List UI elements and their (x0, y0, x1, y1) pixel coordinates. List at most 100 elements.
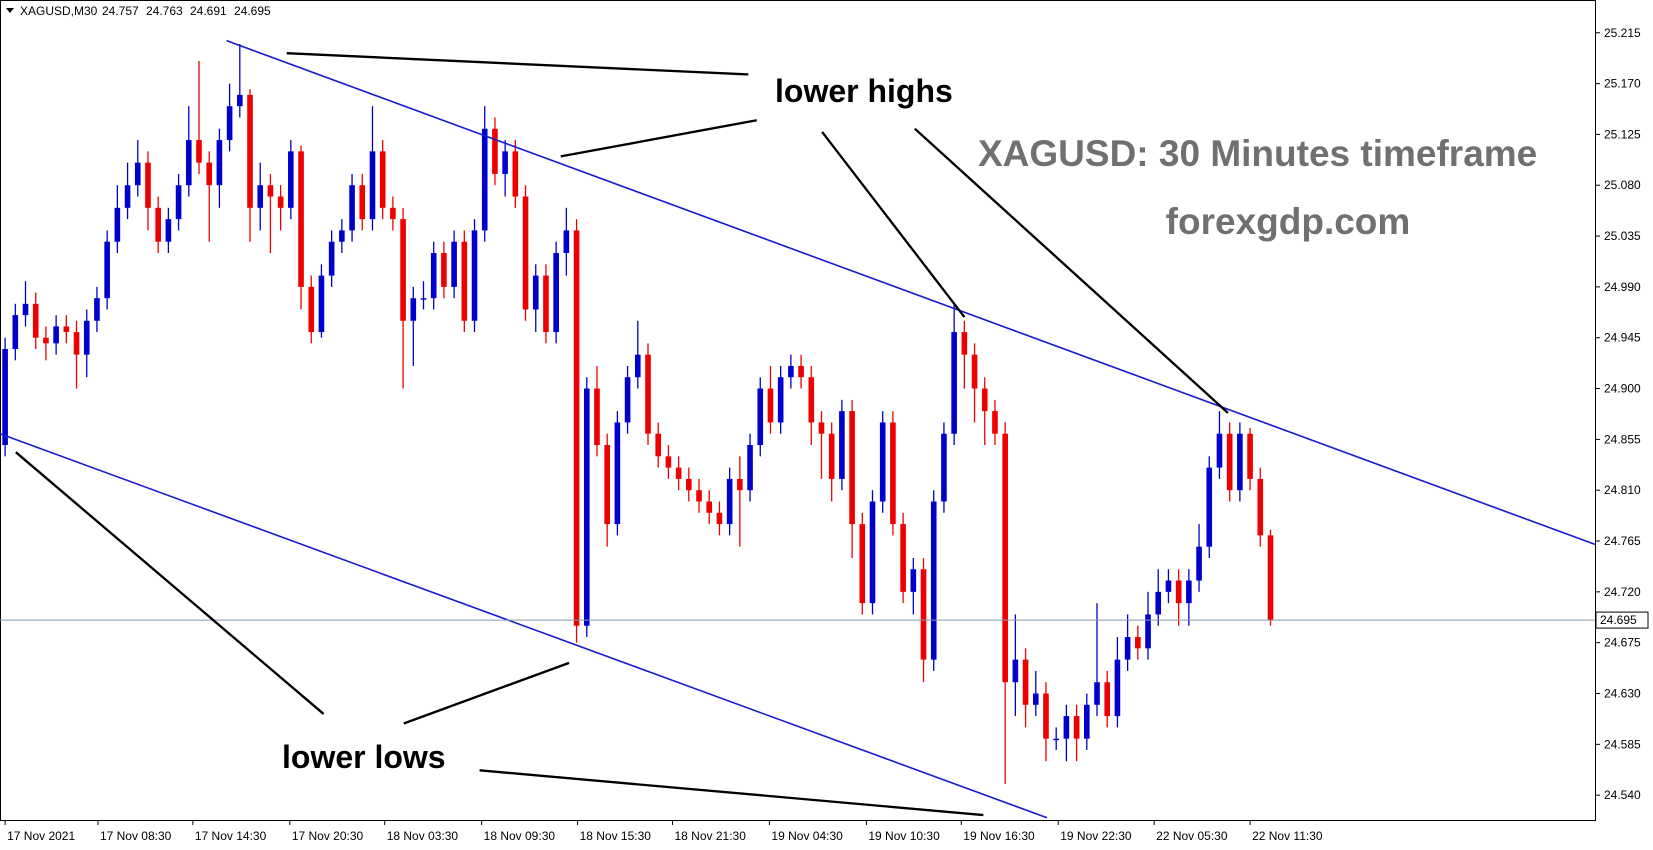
last-price-label: 24.695 (1600, 613, 1637, 627)
symbol: XAGUSD,M30 (20, 4, 98, 18)
candle-body (441, 253, 447, 287)
candle-body (879, 422, 886, 502)
candle-body (328, 241, 335, 276)
watermark-site: forexgdp.com (1166, 201, 1411, 242)
annotation: lower lows (282, 739, 446, 775)
candle-body (1216, 433, 1223, 468)
candle-body (1012, 659, 1019, 683)
candle-body (951, 332, 957, 434)
candle-body (992, 411, 998, 434)
y-tick-label: 24.630 (1604, 686, 1641, 700)
candle-body (155, 207, 161, 242)
candle-body (1135, 637, 1141, 649)
candle-body (1104, 682, 1111, 717)
candle-body (1257, 478, 1264, 536)
candle-body (808, 377, 815, 423)
candle-body (655, 433, 662, 457)
annotation: lower highs (775, 73, 953, 109)
candle-body (594, 388, 600, 446)
candle-body (1094, 682, 1100, 705)
candle-body (216, 140, 223, 186)
candle-body (257, 185, 264, 208)
y-tick-label: 24.855 (1604, 432, 1641, 446)
candle-body (369, 151, 376, 220)
x-tick-label: 19 Nov 16:30 (963, 829, 1035, 843)
candle-body (32, 303, 39, 338)
candle-body (941, 433, 947, 502)
candle-body (73, 332, 80, 355)
candle-body (614, 422, 621, 525)
y-tick-label: 24.810 (1604, 483, 1641, 497)
x-tick-label: 19 Nov 04:30 (771, 829, 843, 843)
x-tick-label: 18 Nov 03:30 (387, 829, 459, 843)
x-tick-label: 18 Nov 09:30 (484, 829, 556, 843)
x-tick-label: 17 Nov 14:30 (195, 829, 267, 843)
candle-body (247, 94, 253, 208)
candle-body (288, 151, 294, 208)
candle-body (1073, 716, 1080, 739)
candle-body (114, 207, 121, 242)
candle-body (869, 501, 876, 604)
candle-body (604, 445, 610, 525)
candle-body (461, 241, 468, 321)
candle-body (502, 151, 508, 174)
candle-body (767, 388, 774, 423)
candle-body (94, 298, 100, 321)
candle-body (920, 569, 927, 660)
x-tick-label: 17 Nov 2021 (7, 829, 75, 843)
candle-body (104, 241, 110, 299)
candle-body (277, 196, 284, 208)
candle-body (267, 185, 274, 197)
candle-body (828, 433, 835, 479)
x-tick-label: 17 Nov 08:30 (100, 829, 172, 843)
arrow (286, 52, 749, 76)
candle-body (839, 411, 845, 479)
candle-body (410, 298, 417, 321)
candle-body (318, 275, 325, 333)
candle-body (12, 315, 19, 350)
candle-body (379, 151, 386, 208)
candle-body (900, 524, 906, 592)
candle-body (686, 478, 692, 491)
y-tick-label: 25.170 (1604, 77, 1641, 91)
arrow (479, 769, 984, 817)
candle-body (175, 185, 182, 220)
candle-body (339, 230, 345, 242)
candle-body (583, 388, 590, 626)
candle-body (696, 490, 702, 502)
candle-body (134, 162, 141, 186)
candle-body (849, 411, 855, 525)
candle-body (145, 162, 151, 208)
candle-body (675, 467, 682, 479)
y-tick-label: 24.720 (1604, 585, 1641, 599)
x-tick-label: 19 Nov 10:30 (868, 829, 940, 843)
candle-body (1196, 546, 1202, 581)
candle-body (471, 230, 478, 321)
watermark-title: XAGUSD: 30 Minutes timeframe (978, 133, 1537, 174)
header-low: 24.691 (190, 4, 227, 18)
plot-layer: 25.215 25.170 25.125 25.080 25.035 24.990 24.9… (0, 26, 1649, 843)
plot-frame (0, 0, 1596, 821)
arrow (15, 451, 325, 715)
candle-body (1002, 433, 1008, 683)
candle-body (1063, 716, 1070, 739)
candle-body (706, 501, 713, 513)
candle-body (961, 332, 968, 355)
menu-triangle (6, 8, 14, 13)
y-tick-label: 24.585 (1604, 737, 1641, 751)
x-tick-label: 22 Nov 05:30 (1156, 829, 1228, 843)
y-tick-label: 24.945 (1604, 331, 1641, 345)
trendline (226, 39, 1596, 546)
candle-body (1043, 693, 1049, 739)
candle-body (522, 196, 529, 310)
candle-body (1247, 433, 1253, 479)
trendline (0, 432, 1048, 819)
y-tick-label: 24.540 (1604, 788, 1641, 802)
candle-body (420, 298, 427, 300)
candle-body (971, 354, 978, 389)
candle-body (1022, 659, 1029, 705)
candle-body (1165, 580, 1172, 592)
candle-body (573, 230, 580, 626)
candle-body (185, 140, 192, 186)
candle-body (1237, 433, 1243, 491)
